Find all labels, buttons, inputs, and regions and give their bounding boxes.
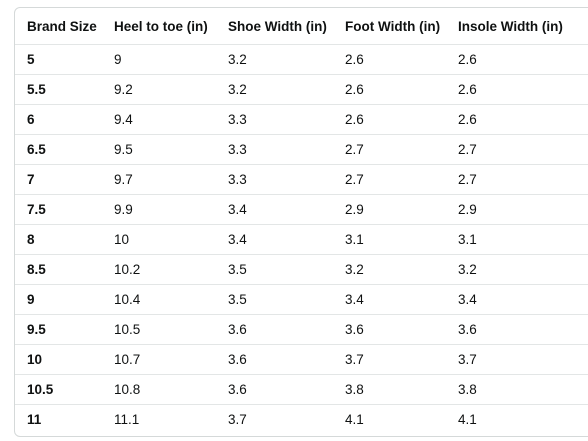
cell-brand-size: 10	[15, 344, 102, 375]
header-insole-width: Insole Width (in)	[458, 18, 563, 34]
cell-brand-size: 6	[15, 104, 102, 135]
table-row: 6.5 9.5 3.3 2.7 2.7	[15, 134, 588, 165]
cell-foot-width: 4.1	[333, 404, 446, 434]
cell-shoe-width: 3.3	[216, 104, 333, 135]
cell-foot-width: 2.7	[333, 164, 446, 195]
cell-shoe-width: 3.2	[216, 44, 333, 75]
cell-shoe-width: 3.7	[216, 404, 333, 434]
header-shoe-width: Shoe Width (in)	[228, 18, 327, 34]
cell-heel-to-toe: 11.1	[102, 404, 216, 434]
cell-heel-to-toe: 9.9	[102, 194, 216, 225]
cell-insole-width: 3.4	[446, 284, 588, 315]
cell-insole-width: 3.1	[446, 224, 588, 255]
cell-shoe-width: 3.4	[216, 194, 333, 225]
cell-heel-to-toe: 10.8	[102, 374, 216, 405]
cell-brand-size: 9	[15, 284, 102, 315]
table-row: 7.5 9.9 3.4 2.9 2.9	[15, 194, 588, 225]
cell-shoe-width: 3.3	[216, 164, 333, 195]
cell-foot-width: 2.7	[333, 134, 446, 165]
cell-shoe-width: 3.5	[216, 284, 333, 315]
size-chart: Brand Size Heel to toe (in) Shoe Width (…	[15, 8, 588, 434]
table-row: 11 11.1 3.7 4.1 4.1	[15, 404, 588, 434]
cell-heel-to-toe: 9.7	[102, 164, 216, 195]
cell-brand-size: 6.5	[15, 134, 102, 165]
cell-shoe-width: 3.5	[216, 254, 333, 285]
cell-brand-size: 5	[15, 44, 102, 75]
table-row: 10.5 10.8 3.6 3.8 3.8	[15, 374, 588, 405]
table-row: 9.5 10.5 3.6 3.6 3.6	[15, 314, 588, 345]
cell-heel-to-toe: 10.5	[102, 314, 216, 345]
cell-foot-width: 3.7	[333, 344, 446, 375]
size-chart-table: Brand Size Heel to toe (in) Shoe Width (…	[14, 7, 588, 437]
cell-heel-to-toe: 10.7	[102, 344, 216, 375]
cell-brand-size: 7.5	[15, 194, 102, 225]
cell-brand-size: 8.5	[15, 254, 102, 285]
cell-foot-width: 3.8	[333, 374, 446, 405]
cell-shoe-width: 3.4	[216, 224, 333, 255]
cell-insole-width: 2.6	[446, 44, 588, 75]
table-row: 8.5 10.2 3.5 3.2 3.2	[15, 254, 588, 285]
header-row: Brand Size Heel to toe (in) Shoe Width (…	[15, 8, 588, 45]
header-heel-to-toe: Heel to toe (in)	[114, 18, 208, 34]
cell-foot-width: 2.6	[333, 104, 446, 135]
table-row: 9 10.4 3.5 3.4 3.4	[15, 284, 588, 315]
cell-insole-width: 2.7	[446, 134, 588, 165]
cell-brand-size: 10.5	[15, 374, 102, 405]
cell-foot-width: 3.2	[333, 254, 446, 285]
table-row: 5 9 3.2 2.6 2.6	[15, 44, 588, 75]
cell-heel-to-toe: 10.2	[102, 254, 216, 285]
cell-heel-to-toe: 9.4	[102, 104, 216, 135]
cell-insole-width: 2.9	[446, 194, 588, 225]
cell-insole-width: 3.7	[446, 344, 588, 375]
cell-shoe-width: 3.6	[216, 344, 333, 375]
cell-foot-width: 2.6	[333, 44, 446, 75]
table-row: 5.5 9.2 3.2 2.6 2.6	[15, 74, 588, 105]
cell-foot-width: 3.1	[333, 224, 446, 255]
cell-shoe-width: 3.3	[216, 134, 333, 165]
cell-brand-size: 11	[15, 404, 102, 434]
cell-heel-to-toe: 10	[102, 224, 216, 255]
cell-insole-width: 2.6	[446, 74, 588, 105]
table-row: 7 9.7 3.3 2.7 2.7	[15, 164, 588, 195]
header-foot-width: Foot Width (in)	[345, 18, 441, 34]
table-row: 10 10.7 3.6 3.7 3.7	[15, 344, 588, 375]
cell-insole-width: 2.6	[446, 104, 588, 135]
cell-shoe-width: 3.2	[216, 74, 333, 105]
cell-shoe-width: 3.6	[216, 314, 333, 345]
table-row: 6 9.4 3.3 2.6 2.6	[15, 104, 588, 135]
cell-foot-width: 3.6	[333, 314, 446, 345]
cell-foot-width: 2.9	[333, 194, 446, 225]
cell-brand-size: 9.5	[15, 314, 102, 345]
cell-heel-to-toe: 9.5	[102, 134, 216, 165]
cell-insole-width: 3.2	[446, 254, 588, 285]
cell-shoe-width: 3.6	[216, 374, 333, 405]
size-chart-body: 5 9 3.2 2.6 2.6 5.5 9.2 3.2 2.6 2.6 6 9.4 3.3 2.6 2.6 6…	[15, 44, 588, 434]
size-chart-header: Brand Size Heel to toe (in) Shoe Width (…	[15, 8, 588, 45]
cell-heel-to-toe: 10.4	[102, 284, 216, 315]
cell-brand-size: 7	[15, 164, 102, 195]
cell-insole-width: 4.1	[446, 404, 588, 434]
cell-foot-width: 3.4	[333, 284, 446, 315]
cell-heel-to-toe: 9	[102, 44, 216, 75]
cell-foot-width: 2.6	[333, 74, 446, 105]
cell-insole-width: 3.6	[446, 314, 588, 345]
table-row: 8 10 3.4 3.1 3.1	[15, 224, 588, 255]
cell-insole-width: 2.7	[446, 164, 588, 195]
cell-insole-width: 3.8	[446, 374, 588, 405]
cell-brand-size: 8	[15, 224, 102, 255]
cell-heel-to-toe: 9.2	[102, 74, 216, 105]
cell-brand-size: 5.5	[15, 74, 102, 105]
header-brand-size: Brand Size	[27, 18, 97, 34]
